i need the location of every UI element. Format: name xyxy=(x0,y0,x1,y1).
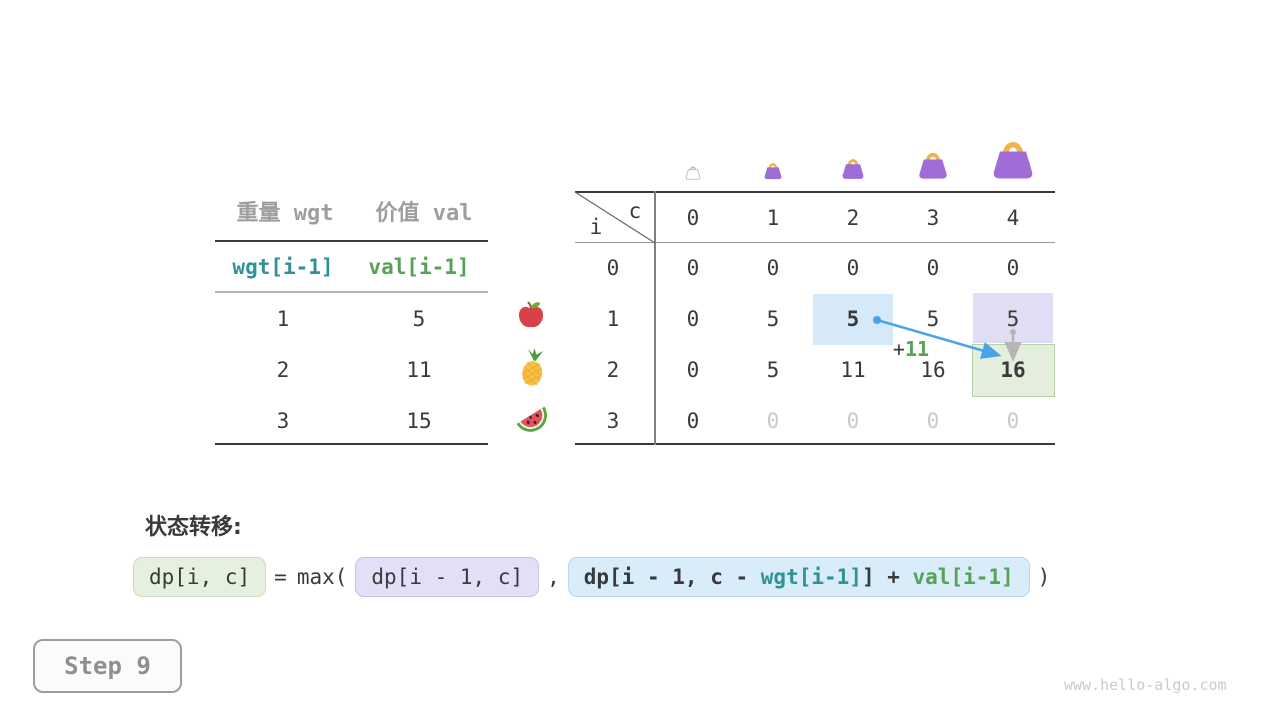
dp-cell-1-2: 5 xyxy=(846,307,860,331)
dp-table-header-rule xyxy=(575,242,1055,243)
dp-cell-3-2: 0 xyxy=(846,409,860,433)
item-row-2-weight: 2 xyxy=(276,358,290,382)
formula-arg2-wgt: wgt[i-1] xyxy=(760,565,862,589)
dp-corner-row-var: i xyxy=(589,215,603,239)
plus-sign: + xyxy=(892,337,905,361)
dp-col-header-0: 0 xyxy=(686,206,700,230)
dp-cell-3-4: 0 xyxy=(1006,409,1020,433)
formula-lhs-chip: dp[i, c] xyxy=(133,557,267,597)
dp-cell-0-1: 0 xyxy=(766,256,780,280)
dp-col-header-1: 1 xyxy=(766,206,780,230)
formula-arg2-mid: ] + xyxy=(861,565,913,589)
dp-cell-3-1: 0 xyxy=(766,409,780,433)
dp-row-header-0: 0 xyxy=(606,256,620,280)
dp-table-bottom-rule xyxy=(575,443,1055,445)
bag-capacity-3-icon xyxy=(916,146,950,184)
items-table-mid-rule xyxy=(215,291,488,293)
formula-equals: = xyxy=(274,565,287,589)
formula-close-paren: ) xyxy=(1037,565,1051,589)
bag-capacity-1-icon xyxy=(763,159,784,184)
dp-cell-2-0: 0 xyxy=(686,358,700,382)
dp-cell-0-3: 0 xyxy=(926,256,940,280)
formula-arg2-head: dp[i - 1, c - xyxy=(583,565,761,589)
dp-col-header-4: 4 xyxy=(1006,206,1020,230)
dp-row-header-2: 2 xyxy=(606,358,620,382)
dp-cell-2-4: 16 xyxy=(1000,358,1026,382)
dp-cell-1-3: 5 xyxy=(926,307,940,331)
formula-max-open: max( xyxy=(296,565,348,589)
pineapple-icon xyxy=(517,347,549,391)
dp-col-header-3: 3 xyxy=(926,206,940,230)
items-var-wgt: wgt[i-1] xyxy=(232,255,334,279)
dp-table-top-rule xyxy=(575,191,1055,193)
formula-arg1-chip: dp[i - 1, c] xyxy=(355,557,540,597)
item-row-3-value: 15 xyxy=(406,409,432,433)
item-row-3-weight: 3 xyxy=(276,409,290,433)
state-transition-formula: dp[i, c] = max( dp[i - 1, c] , dp[i - 1,… xyxy=(133,557,1058,597)
dp-cell-2-3: 16 xyxy=(920,358,946,382)
bag-capacity-0-icon xyxy=(685,163,702,184)
step-button[interactable]: Step 9 xyxy=(33,639,182,693)
dp-corner-col-var: c xyxy=(628,199,642,223)
dp-cell-1-0: 0 xyxy=(686,307,700,331)
state-transition-title: 状态转移: xyxy=(145,515,242,540)
items-var-val: val[i-1] xyxy=(368,255,470,279)
formula-arg2-val: val[i-1] xyxy=(912,565,1014,589)
added-value-annotation: +11 xyxy=(893,337,929,361)
items-col-header-value: 价值 val xyxy=(375,201,473,226)
items-col-header-weight: 重量 wgt xyxy=(236,201,334,226)
added-value-text: 11 xyxy=(904,337,930,361)
formula-comma: , xyxy=(547,565,560,589)
bag-capacity-4-icon xyxy=(989,133,1037,184)
items-table-top-rule xyxy=(215,240,488,242)
formula-arg2-chip: dp[i - 1, c - wgt[i-1]] + val[i-1] xyxy=(567,557,1030,597)
dp-cell-2-2: 11 xyxy=(840,358,866,382)
bag-capacity-2-icon xyxy=(840,154,866,184)
items-table-bottom-rule xyxy=(215,443,488,445)
dp-cell-3-3: 0 xyxy=(926,409,940,433)
corner-diagonal-line xyxy=(574,191,656,244)
item-row-1-value: 5 xyxy=(412,307,426,331)
dp-cell-0-4: 0 xyxy=(1006,256,1020,280)
dp-row-header-3: 3 xyxy=(606,409,620,433)
apple-icon xyxy=(516,300,546,334)
dp-cell-2-1: 5 xyxy=(766,358,780,382)
watermark-url: www.hello-algo.com xyxy=(1064,676,1227,694)
dp-cell-1-4: 5 xyxy=(1006,307,1020,331)
dp-col-header-2: 2 xyxy=(846,206,860,230)
dp-cell-0-2: 0 xyxy=(846,256,860,280)
watermelon-icon xyxy=(513,402,549,438)
dp-cell-1-1: 5 xyxy=(766,307,780,331)
dp-cell-0-0: 0 xyxy=(686,256,700,280)
dp-cell-3-0: 0 xyxy=(686,409,700,433)
dp-table-vertical-rule xyxy=(654,191,656,445)
dp-row-header-1: 1 xyxy=(606,307,620,331)
item-row-1-weight: 1 xyxy=(276,307,290,331)
item-row-2-value: 11 xyxy=(406,358,432,382)
